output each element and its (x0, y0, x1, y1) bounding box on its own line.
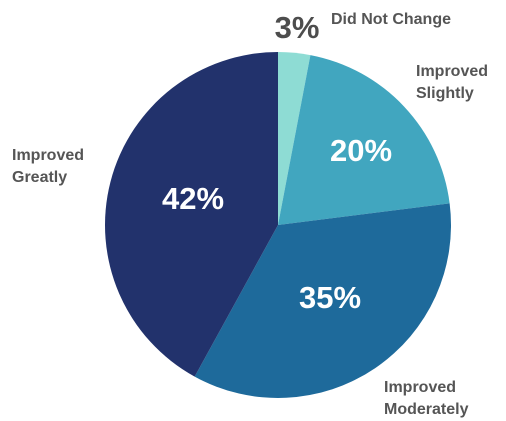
value-label: 35% (299, 280, 361, 315)
category-label: Improved Slightly (416, 63, 489, 102)
pie-slice (278, 52, 311, 225)
pie-slice (105, 52, 279, 377)
pie-slice (194, 203, 451, 398)
category-label: Did Not Change (331, 11, 451, 28)
value-label: 42% (162, 181, 224, 216)
value-label: 20% (330, 133, 392, 168)
category-label: Improved Greatly (12, 147, 85, 186)
pie-slice (278, 55, 450, 226)
value-label: 3% (275, 10, 320, 45)
category-label: Improved Moderately (384, 379, 469, 418)
